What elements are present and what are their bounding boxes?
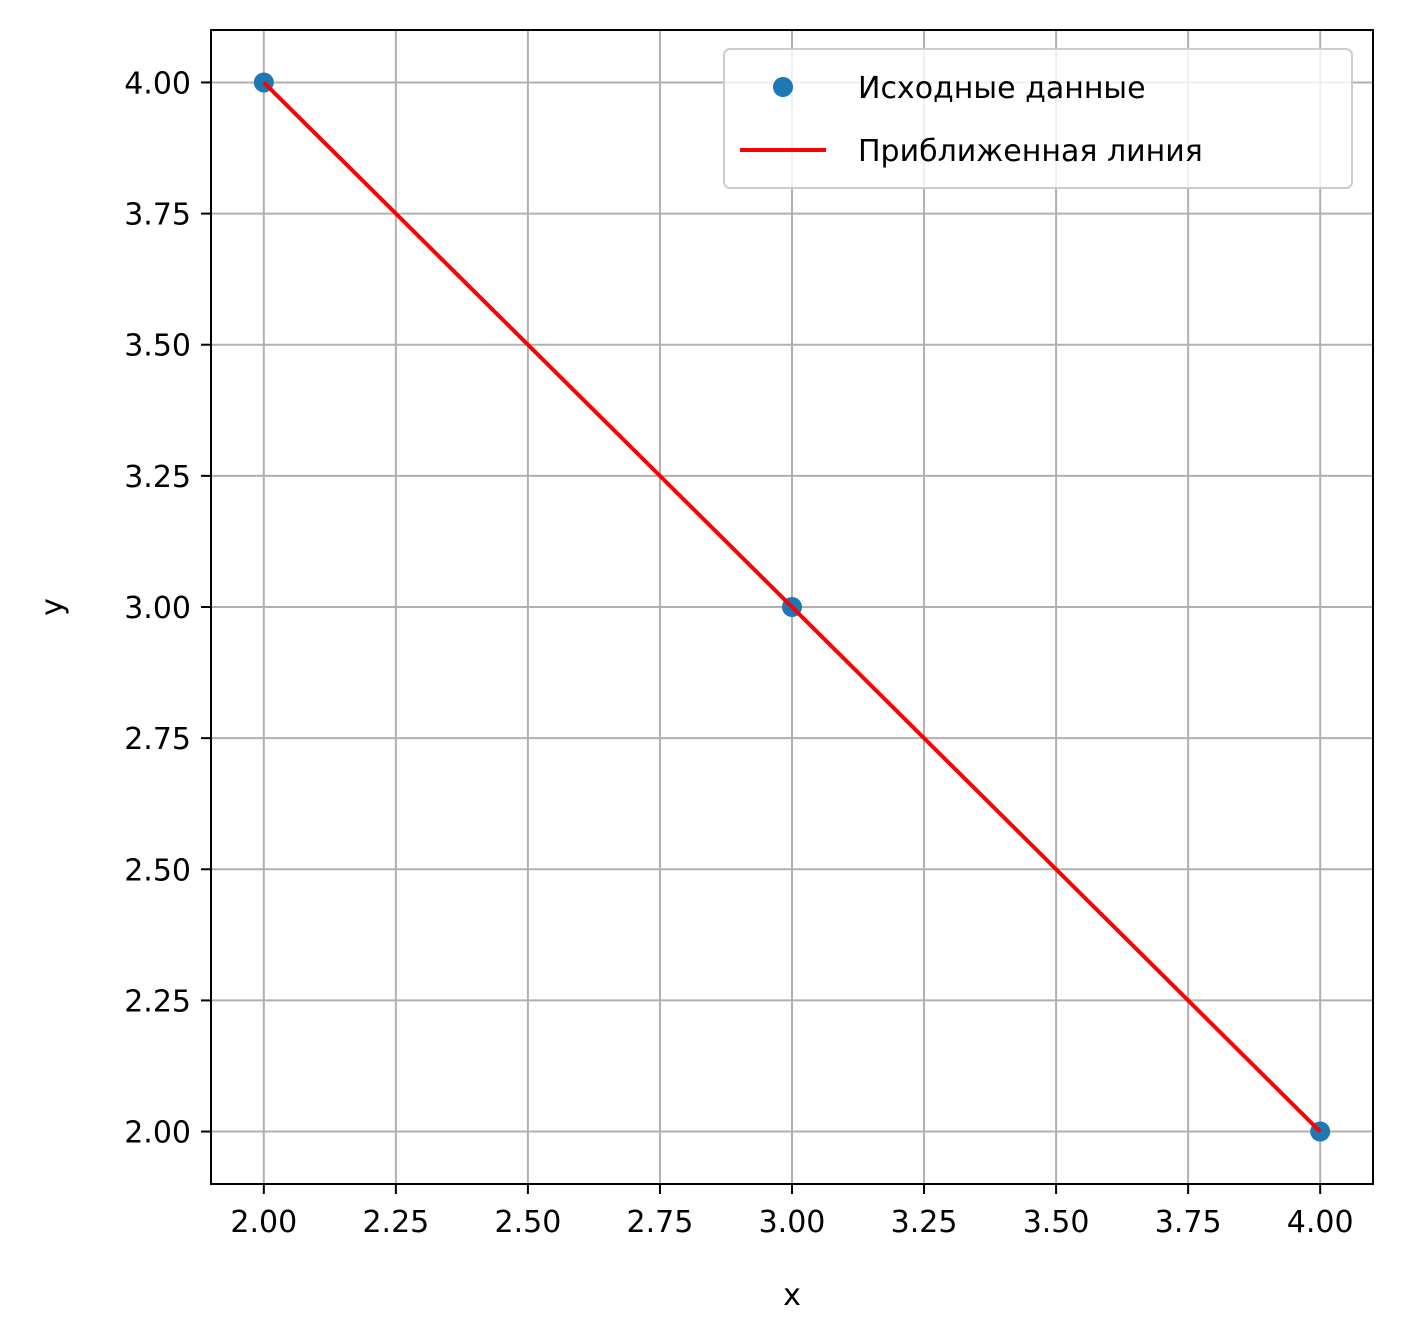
plot-series xyxy=(253,72,1331,1142)
y-tick-label: 2.00 xyxy=(124,1116,191,1151)
y-tick-label: 2.50 xyxy=(124,853,191,888)
x-tick-label: 3.25 xyxy=(891,1205,958,1240)
fit-line xyxy=(262,81,1322,1133)
x-tick-label: 2.50 xyxy=(495,1205,562,1240)
y-tick-label: 3.25 xyxy=(124,460,191,495)
y-tick-label: 3.00 xyxy=(124,591,191,626)
x-tick-label: 2.00 xyxy=(230,1205,297,1240)
x-tick-label: 2.25 xyxy=(362,1205,429,1240)
y-axis-label: y xyxy=(35,598,70,616)
legend: Исходные данные Приближенная линия xyxy=(723,48,1353,189)
x-tick-label: 2.75 xyxy=(627,1205,694,1240)
y-tick-label: 2.75 xyxy=(124,722,191,757)
legend-marker-scatter xyxy=(773,77,793,97)
y-tick-label: 4.00 xyxy=(124,66,191,101)
legend-label-fit: Приближенная линия xyxy=(858,134,1203,169)
y-tick-label: 3.50 xyxy=(124,329,191,364)
y-tick-label: 2.25 xyxy=(124,984,191,1019)
legend-box xyxy=(723,48,1353,189)
x-tick-label: 3.50 xyxy=(1023,1205,1090,1240)
x-tick-label: 3.00 xyxy=(759,1205,826,1240)
x-axis-label: x xyxy=(783,1278,801,1313)
y-tick-label: 3.75 xyxy=(124,198,191,233)
x-tick-label: 4.00 xyxy=(1287,1205,1354,1240)
x-tick-label: 3.75 xyxy=(1155,1205,1222,1240)
legend-label-data: Исходные данные xyxy=(858,71,1146,106)
axis-ticks: 2.00 2.25 2.50 2.75 3.00 3.25 3.50 3.75 4.00 2.00… xyxy=(124,66,1353,1240)
